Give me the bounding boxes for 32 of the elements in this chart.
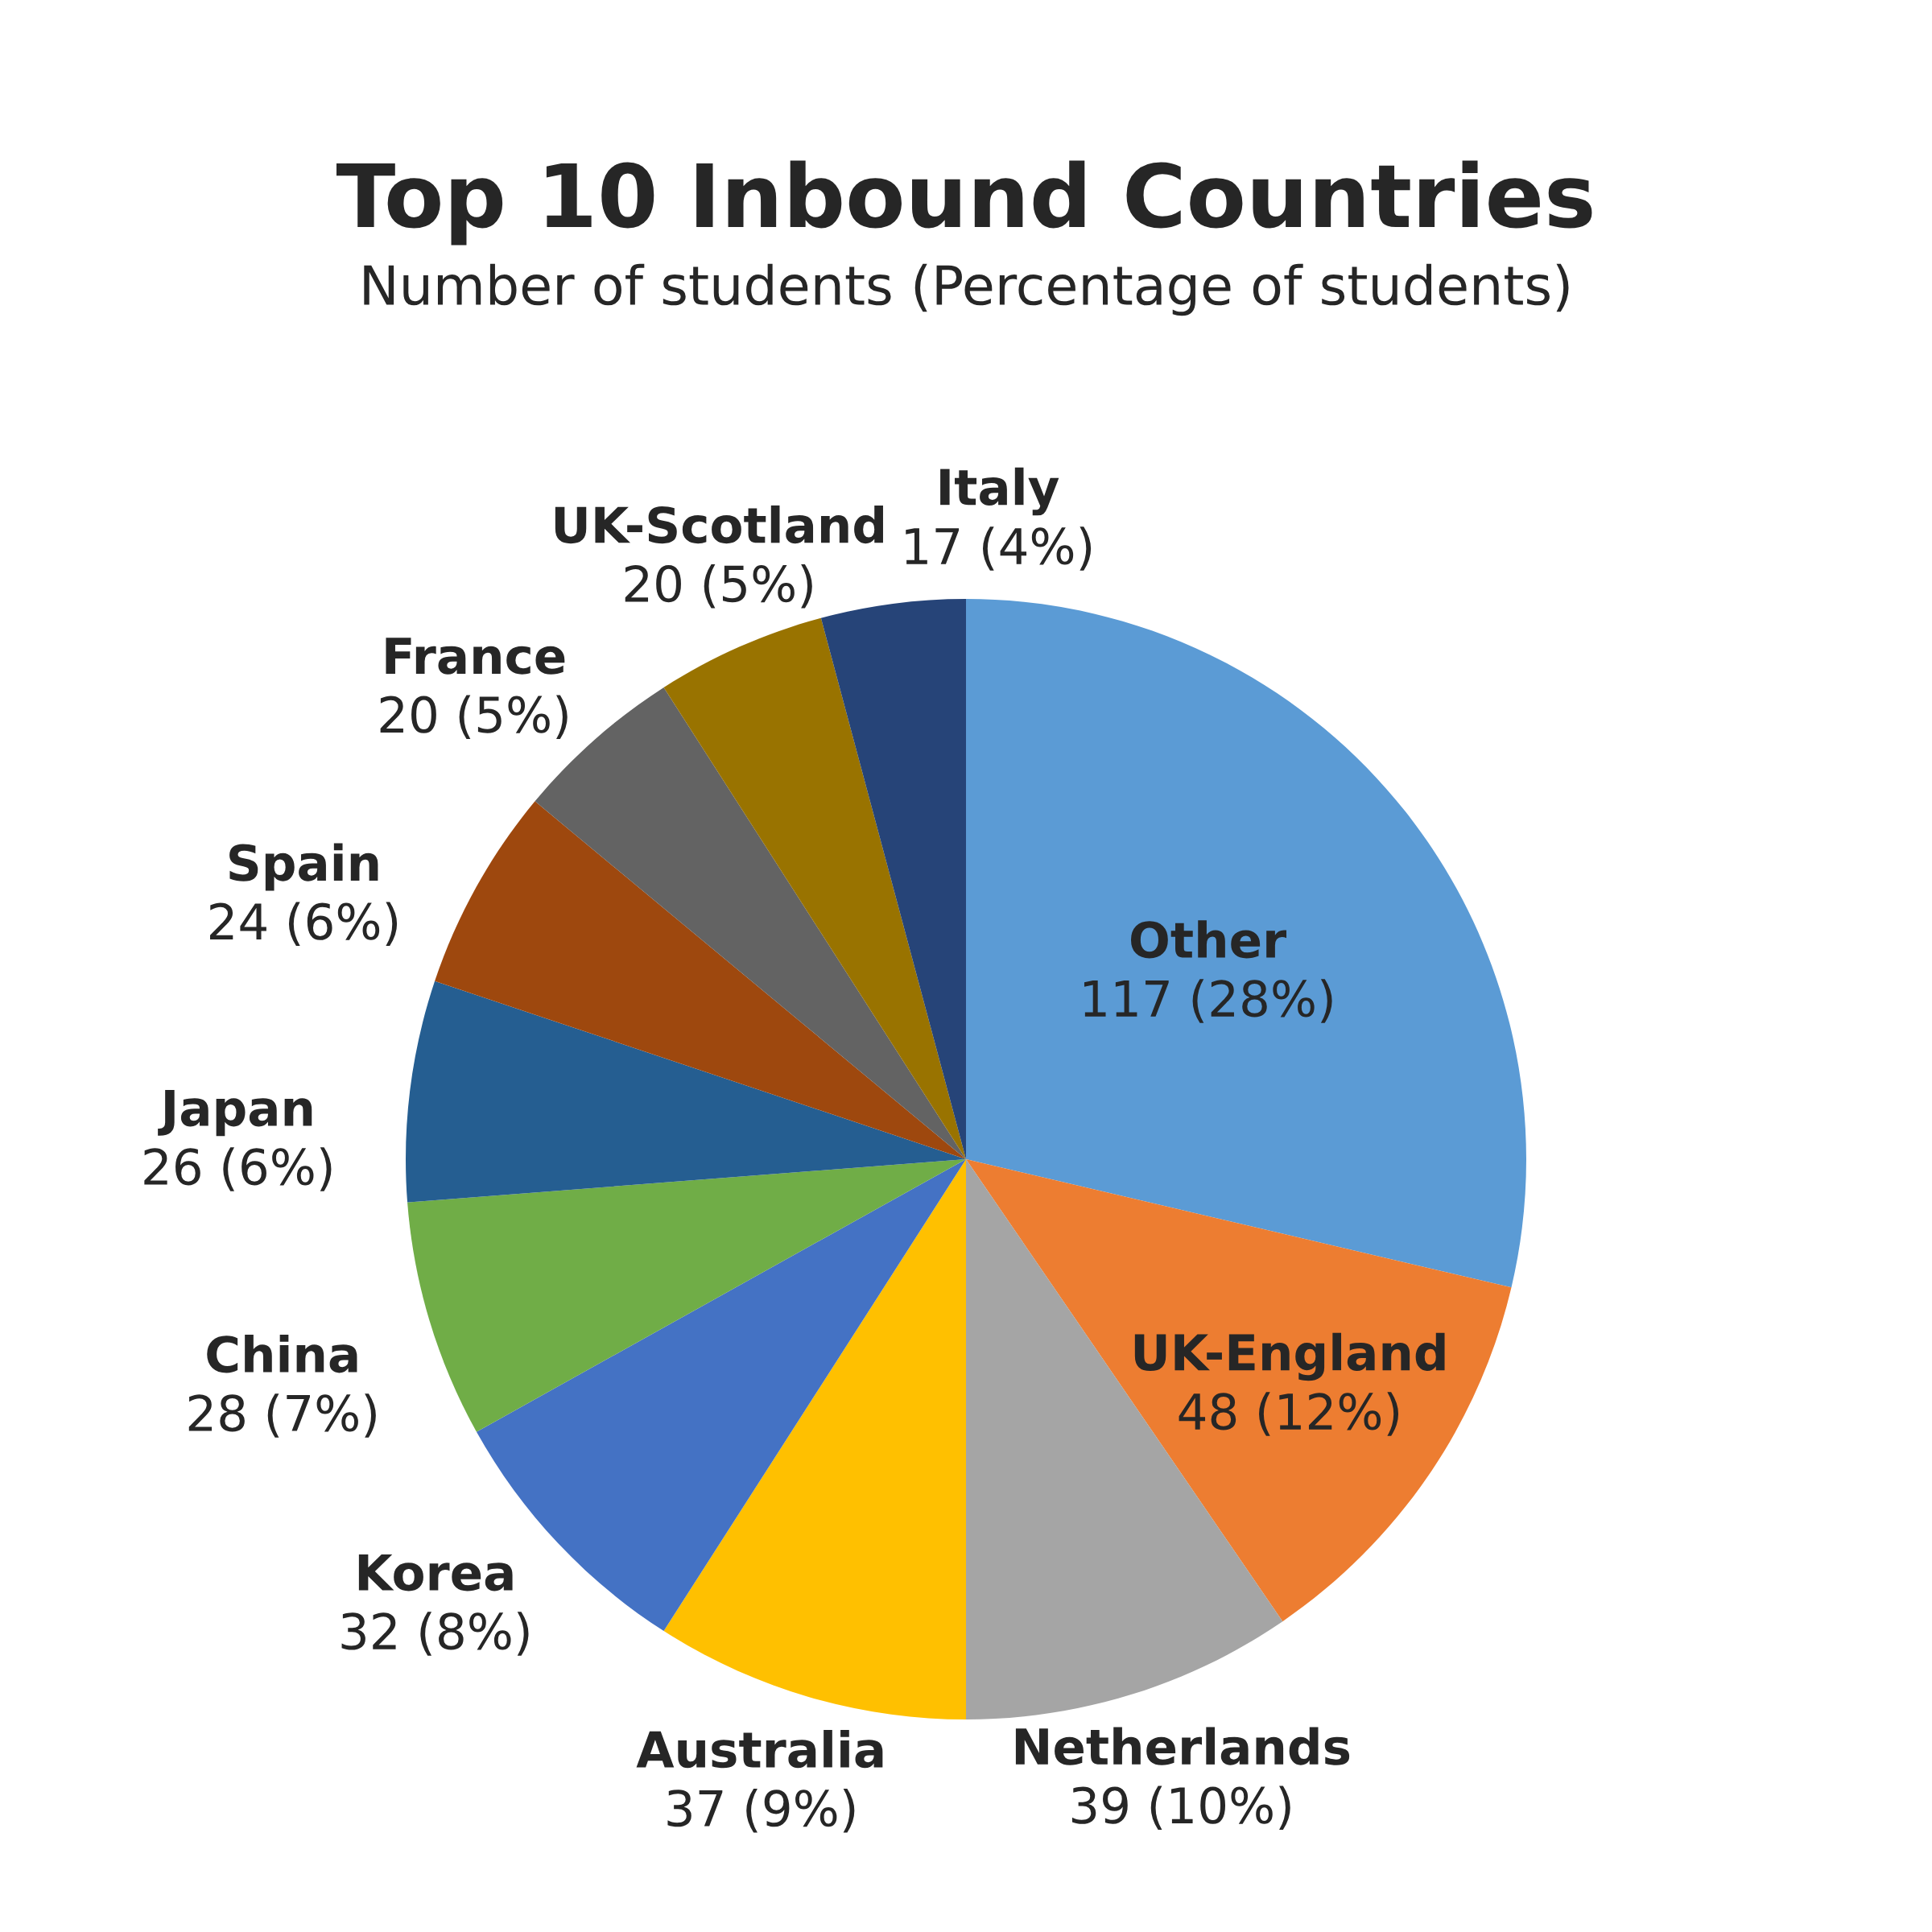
slice-label: Japan — [158, 1089, 312, 1137]
slice-label: Korea — [358, 1554, 513, 1591]
slice-label: UK-England — [1134, 1332, 1445, 1381]
data-label: 48 (12%) — [1179, 1392, 1399, 1436]
slice-label: Spain — [229, 843, 378, 891]
data-label: 26 (6%) — [144, 1147, 332, 1191]
slice-label: France — [386, 638, 565, 675]
pie-slice — [966, 1159, 1512, 1622]
pie-slice — [663, 1159, 966, 1719]
data-label: 37 (9%) — [667, 1789, 855, 1833]
slice-label: Netherlands — [1015, 1727, 1350, 1765]
data-label: 24 (6%) — [210, 902, 398, 946]
data-label: 28 (7%) — [188, 1393, 376, 1438]
chart-subtitle: Number of students (Percentage of students) — [364, 263, 1569, 316]
pie-slice — [663, 617, 966, 1159]
chart-title: Top 10 Inbound Countries — [336, 160, 1592, 246]
slice-label: Other — [1130, 920, 1287, 959]
data-label: 117 (28%) — [1084, 979, 1332, 1023]
slice-label: Italy — [940, 467, 1059, 516]
data-label: 39 (10%) — [1071, 1785, 1290, 1830]
data-label: 20 (5%) — [625, 564, 812, 609]
data-label: 17 (4%) — [906, 526, 1092, 571]
pie-slice — [820, 599, 966, 1159]
slice-label: Australia — [636, 1729, 883, 1769]
pie-slice — [406, 980, 966, 1203]
data-label: 32 (8%) — [341, 1612, 529, 1656]
slice-label: China — [207, 1335, 357, 1373]
pie-slice — [966, 599, 1526, 1288]
data-label: 20 (5%) — [380, 695, 568, 740]
slice-label: UK-Scotland — [555, 505, 883, 544]
pie-slice — [435, 801, 966, 1159]
pie-slice — [407, 1159, 966, 1432]
